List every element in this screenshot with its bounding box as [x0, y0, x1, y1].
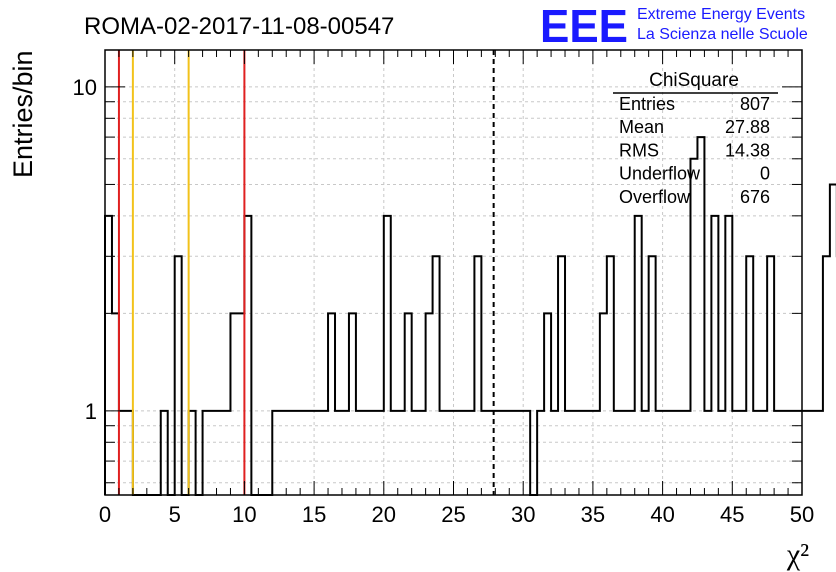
stats-title: ChiSquare — [649, 70, 739, 91]
y-axis-label: Entries/bin — [8, 50, 38, 178]
x-tick-label: 25 — [441, 502, 465, 527]
x-tick-label: 45 — [720, 502, 744, 527]
stats-row-value: 0 — [760, 164, 770, 184]
x-tick-label: 35 — [581, 502, 605, 527]
stats-row-value: 676 — [740, 187, 770, 207]
logo: EEE Extreme Energy Events La Scienza nel… — [540, 0, 808, 52]
axes: 0 5 10 15 20 25 30 35 40 45 50 1 10 — [73, 50, 814, 527]
y-tick-label: 1 — [85, 399, 97, 424]
x-tick-label: 10 — [232, 502, 256, 527]
stats-row-label: Mean — [619, 117, 664, 137]
x-tick-label: 40 — [650, 502, 674, 527]
logo-line1: Extreme Energy Events — [637, 6, 805, 23]
x-tick-label: 15 — [302, 502, 326, 527]
logo-line2: La Scienza nelle Scuole — [637, 26, 808, 43]
stats-row-label: Underflow — [619, 164, 701, 184]
grid — [105, 50, 802, 495]
stats-rows: Entries 807 Mean 27.88 RMS 14.38 Underflow 0 Ove… — [619, 94, 770, 207]
x-tick-label: 20 — [372, 502, 396, 527]
x-tick-label: 0 — [99, 502, 111, 527]
chart-title: ROMA-02-2017-11-08-00547 — [84, 13, 394, 40]
vertical-lines — [117, 50, 495, 495]
stats-row-label: Entries — [619, 94, 675, 114]
x-tick-label: 5 — [169, 502, 181, 527]
stats-row-value: 807 — [740, 94, 770, 114]
stats-box: ChiSquare Entries 807 Mean 27.88 RMS 14.38 Und… — [613, 70, 778, 207]
x-tick-label: 50 — [790, 502, 814, 527]
x-axis-label: χ² — [786, 538, 809, 571]
y-tick-label: 10 — [73, 75, 97, 100]
stats-row-value: 27.88 — [725, 117, 770, 137]
stats-row-value: 14.38 — [725, 140, 770, 160]
x-tick-label: 30 — [511, 502, 535, 527]
stats-row-label: RMS — [619, 140, 659, 160]
stats-row-label: Overflow — [619, 187, 691, 207]
logo-mark: EEE — [540, 0, 628, 52]
